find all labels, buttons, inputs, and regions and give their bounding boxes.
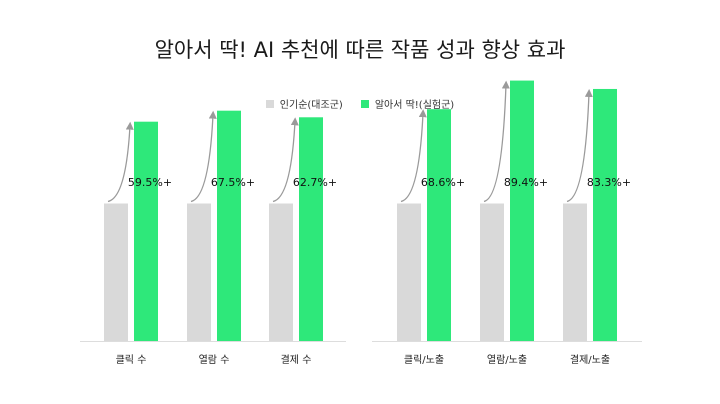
- bar-experiment-3: [299, 117, 323, 341]
- bar-experiment-6: [593, 88, 617, 342]
- increase-arrow-4: [400, 109, 427, 203]
- bar-control-5: [480, 203, 504, 341]
- bar-control-1: [104, 203, 128, 341]
- category-label-5: 열람/노출: [487, 353, 527, 366]
- legend-swatch-control: [265, 99, 274, 108]
- legend-label-experiment: 알아서 딱!(실험군): [374, 100, 455, 111]
- bar-control-6: [563, 203, 587, 341]
- legend-item-experiment: 알아서 딱!(실험군): [360, 96, 455, 111]
- increase-label-5: 89.4%+: [504, 176, 548, 189]
- increase-arrow-2: [190, 110, 217, 203]
- increase-label-4: 68.6%+: [421, 176, 465, 189]
- increase-label-6: 83.3%+: [587, 176, 631, 189]
- bar-experiment-1: [134, 121, 158, 341]
- increase-arrow-6: [566, 88, 593, 203]
- bar-control-3: [269, 203, 293, 341]
- increase-label-1: 59.5%+: [128, 176, 172, 189]
- increase-label-3: 62.7%+: [293, 176, 337, 189]
- increase-arrow-5: [483, 80, 510, 203]
- category-label-4: 클릭/노출: [404, 354, 444, 366]
- legend-item-control: 인기순(대조군): [265, 96, 343, 111]
- bar-experiment-4: [427, 109, 451, 341]
- bar-experiment-5: [510, 80, 534, 341]
- category-label-3: 결제 수: [281, 354, 312, 366]
- category-label-6: 결제/노출: [570, 354, 610, 366]
- category-label-1: 클릭 수: [116, 354, 147, 366]
- bar-control-2: [187, 203, 211, 341]
- legend-label-control: 인기순(대조군): [279, 100, 343, 111]
- category-label-2: 열람 수: [199, 353, 230, 366]
- legend: 인기순(대조군) 알아서 딱!(실험군): [0, 96, 720, 111]
- legend-swatch-experiment: [360, 99, 369, 108]
- bar-control-4: [397, 203, 421, 341]
- increase-label-2: 67.5%+: [211, 176, 255, 189]
- increase-arrow-1: [107, 121, 134, 203]
- chart-title: 알아서 딱! AI 추천에 따른 작품 성과 향상 효과: [154, 38, 566, 62]
- increase-arrow-3: [272, 117, 299, 203]
- bar-experiment-2: [217, 110, 241, 341]
